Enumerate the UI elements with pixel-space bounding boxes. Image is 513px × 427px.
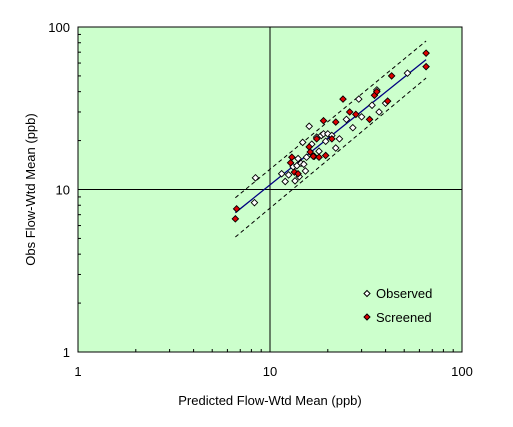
screened-point [294, 169, 302, 178]
screened-point [309, 152, 318, 161]
observed-point [302, 153, 311, 162]
x-tick-label: 10 [263, 364, 277, 379]
legend-marker-screened [363, 313, 371, 321]
screened-point [352, 110, 360, 119]
screened-point [372, 87, 381, 96]
confidence-band-upper [235, 40, 427, 199]
legend-label-observed: Observed [376, 286, 432, 301]
observed-point [301, 167, 310, 175]
observed-point [375, 108, 383, 116]
screened-point [331, 118, 340, 126]
observed-point [342, 115, 351, 124]
screened-point [383, 97, 392, 105]
screened-point [345, 108, 354, 116]
observed-point [305, 122, 314, 131]
confidence-band-lower [235, 77, 427, 238]
observed-point [368, 101, 376, 110]
observed-point [294, 154, 302, 163]
screened-series [231, 49, 430, 223]
observed-point [348, 123, 357, 132]
observed-point [335, 135, 344, 143]
screened-point [232, 205, 241, 213]
x-axis-label: Predicted Flow-Wtd Mean (ppb) [178, 393, 362, 408]
legend-marker-observed [363, 289, 371, 298]
observed-point [354, 95, 363, 103]
axis-ticks: 1 10 100 1 10 100 [48, 20, 473, 379]
observed-point [403, 69, 412, 77]
screened-point [422, 49, 430, 58]
screened-point [312, 135, 321, 143]
screened-point [328, 135, 336, 143]
x-tick-label: 100 [451, 364, 473, 379]
observed-point [298, 138, 307, 147]
screened-point [286, 158, 295, 167]
y-tick-label: 100 [48, 20, 70, 35]
observed-point [321, 137, 330, 146]
observed-point [284, 171, 293, 179]
legend-label-screened: Screened [376, 310, 432, 325]
screened-point [339, 95, 347, 103]
observed-point [291, 177, 299, 185]
x-tick-label: 1 [74, 364, 81, 379]
observed-point [277, 169, 286, 178]
confidence-band [235, 40, 427, 238]
observed-point [250, 198, 259, 207]
screened-point [422, 62, 430, 71]
observed-point [299, 160, 308, 169]
screened-point [315, 153, 323, 162]
legend: Observed Screened [363, 286, 432, 325]
observed-point [281, 177, 290, 186]
observed-point [251, 173, 260, 182]
screened-point [306, 148, 315, 156]
y-tick-label: 10 [56, 183, 70, 198]
observed-point [357, 113, 366, 121]
screened-point [321, 151, 330, 160]
screened-point [231, 214, 240, 223]
observed-point [331, 144, 340, 152]
screened-point [288, 153, 296, 162]
screened-point [365, 115, 374, 124]
y-tick-label: 1 [63, 345, 70, 360]
y-axis-label: Obs Flow-Wtd Mean (ppb) [23, 113, 38, 265]
screened-point [387, 72, 396, 80]
screened-point [319, 116, 328, 125]
